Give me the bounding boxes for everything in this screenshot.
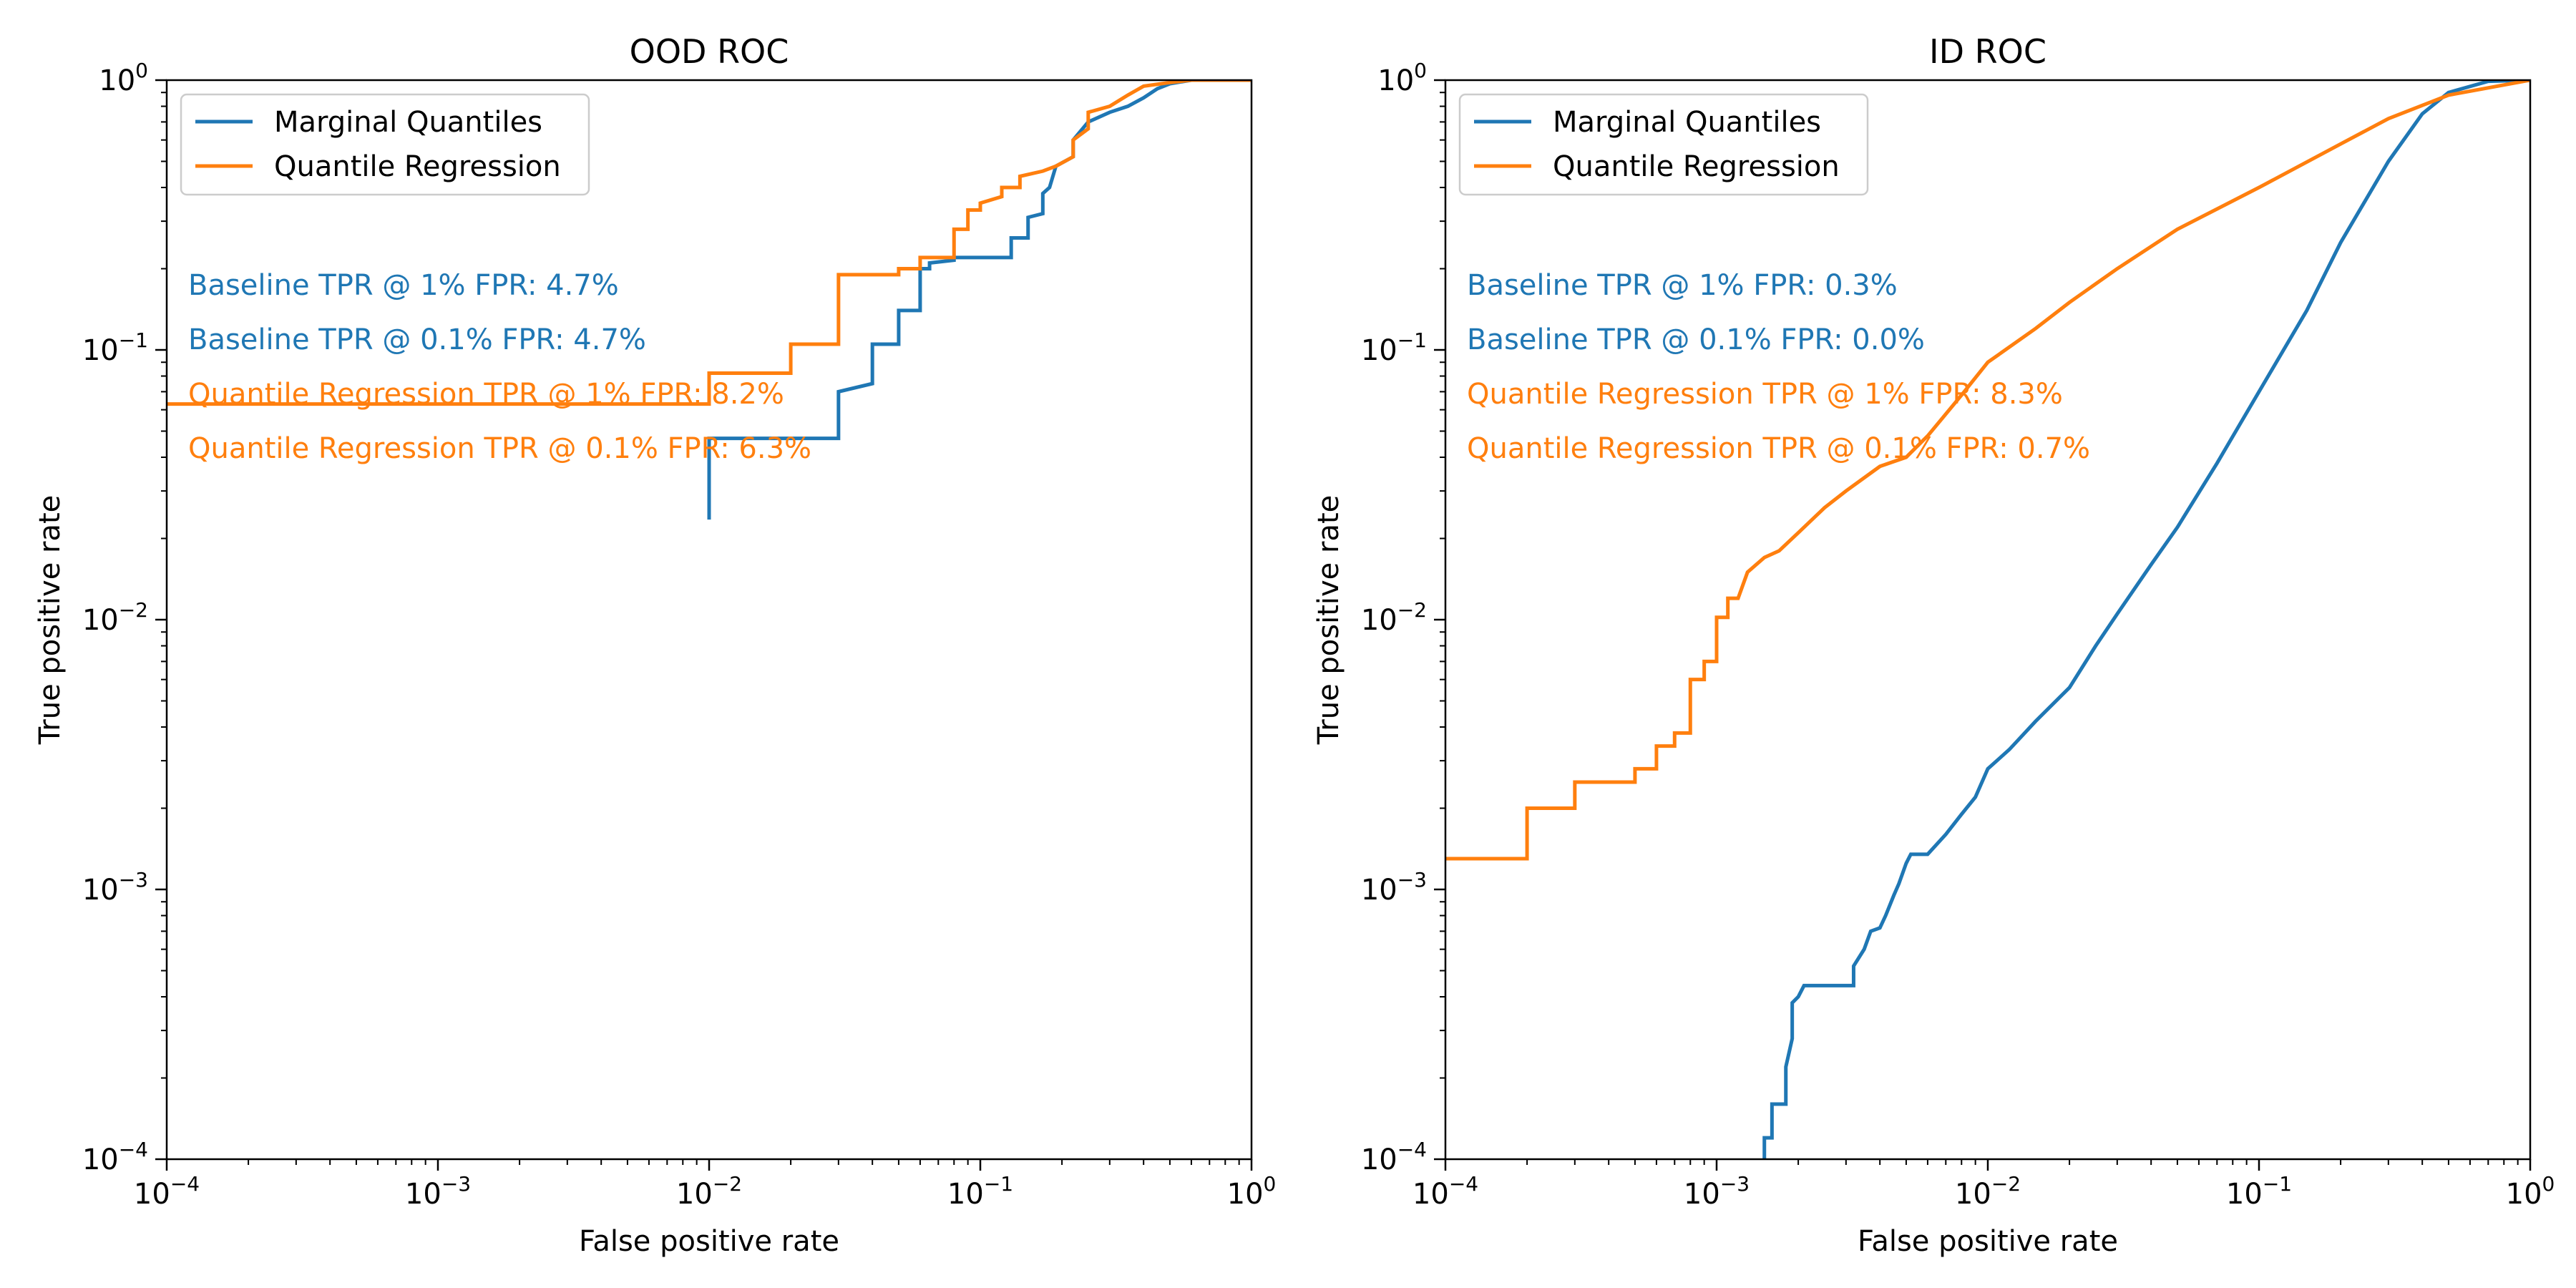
y-tick-label: 100 — [99, 59, 148, 97]
x-tick-label: 10−1 — [2226, 1172, 2292, 1211]
x-tick-label: 100 — [1227, 1172, 1277, 1211]
x-axis-label: False positive rate — [1858, 1225, 2118, 1258]
y-axis-label: True positive rate — [34, 495, 67, 746]
x-tick-label: 10−3 — [1684, 1172, 1750, 1211]
annotation-text: Quantile Regression TPR @ 0.1% FPR: 6.3% — [188, 432, 811, 465]
annotation-text: Quantile Regression TPR @ 0.1% FPR: 0.7% — [1467, 432, 2090, 465]
y-tick-label: 10−2 — [82, 598, 148, 637]
y-tick-label: 100 — [1377, 59, 1427, 97]
x-axis-label: False positive rate — [579, 1225, 839, 1258]
annotation-text: Quantile Regression TPR @ 1% FPR: 8.2% — [188, 378, 784, 411]
annotation-text: Quantile Regression TPR @ 1% FPR: 8.3% — [1467, 378, 2063, 411]
legend-entry: Quantile Regression — [274, 150, 561, 183]
y-axis-label: True positive rate — [1312, 495, 1345, 746]
x-tick-label: 10−3 — [405, 1172, 471, 1211]
chart-panel-1: 10−4 10−3 10−2 10−1 100 10−4 10−3 10−2 10−1 100 OO… — [34, 32, 1276, 1258]
x-tick-label: 100 — [2506, 1172, 2555, 1211]
y-tick-label: 10−1 — [82, 328, 148, 367]
y-tick-label: 10−3 — [1361, 868, 1427, 907]
x-tick-label: 10−2 — [1955, 1172, 2021, 1211]
chart-title: OOD ROC — [630, 32, 789, 71]
legend-entry: Marginal Quantiles — [274, 106, 542, 139]
x-tick-label: 10−1 — [947, 1172, 1013, 1211]
series-line-quantile-regression — [1445, 80, 2530, 861]
x-tick-label: 10−4 — [134, 1172, 200, 1211]
annotation-text: Baseline TPR @ 1% FPR: 0.3% — [1467, 269, 1898, 302]
annotation-text: Baseline TPR @ 1% FPR: 4.7% — [188, 269, 619, 302]
series-line-quantile-regression — [167, 80, 1252, 406]
x-tick-label: 10−4 — [1413, 1172, 1478, 1211]
legend-box — [180, 93, 590, 196]
y-tick-label: 10−1 — [1361, 328, 1427, 367]
plot-frame — [1444, 79, 2532, 1161]
y-tick-label: 10−4 — [82, 1138, 148, 1176]
x-tick-label: 10−2 — [676, 1172, 742, 1211]
legend-entry: Marginal Quantiles — [1553, 106, 1821, 139]
series-line-marginal-quantiles — [707, 80, 1252, 520]
series-line-marginal-quantiles — [1762, 80, 2530, 1159]
plot-frame — [165, 79, 1253, 1161]
legend: Marginal Quantiles Quantile Regression — [1458, 93, 1869, 196]
annotation-text: Baseline TPR @ 0.1% FPR: 0.0% — [1467, 323, 1925, 356]
y-tick-label: 10−2 — [1361, 598, 1427, 637]
chart-title: ID ROC — [1929, 32, 2046, 71]
y-tick-label: 10−3 — [82, 868, 148, 907]
legend: Marginal Quantiles Quantile Regression — [180, 93, 590, 196]
chart-panel-2: 10−4 10−3 10−2 10−1 100 10−4 10−3 10−2 10−1 100 ID… — [1312, 32, 2555, 1258]
legend-entry: Quantile Regression — [1553, 150, 1840, 183]
annotation-text: Baseline TPR @ 0.1% FPR: 4.7% — [188, 323, 646, 356]
y-tick-label: 10−4 — [1361, 1138, 1427, 1176]
legend-box — [1458, 93, 1869, 196]
